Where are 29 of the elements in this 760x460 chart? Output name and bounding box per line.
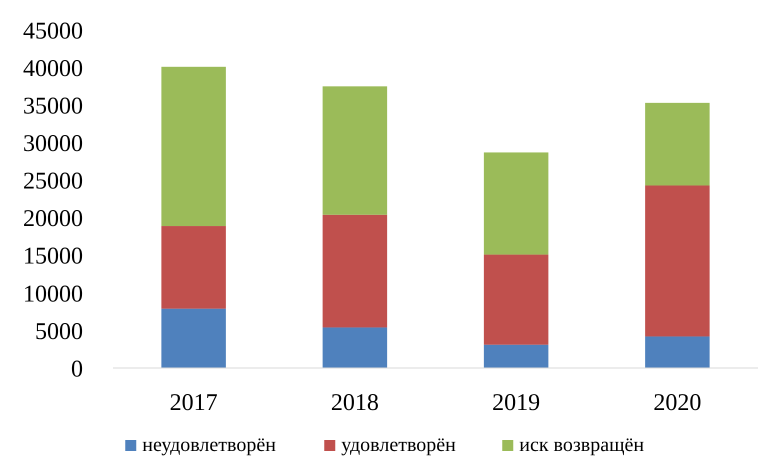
y-tick-label: 30000 — [23, 131, 83, 158]
bar — [645, 102, 710, 186]
x-tick-label: 2020 — [653, 390, 702, 416]
bar — [645, 336, 710, 368]
y-tick-label: 35000 — [23, 94, 83, 120]
y-tick-label: 0 — [71, 356, 83, 382]
x-tick-label: 2017 — [170, 390, 218, 416]
bar — [484, 152, 548, 255]
y-tick-label: 15000 — [23, 244, 83, 270]
x-tick-label: 2018 — [330, 390, 379, 416]
bar — [322, 86, 388, 215]
bar — [161, 66, 226, 226]
bar — [322, 327, 388, 368]
y-tick-label: 20000 — [23, 206, 83, 232]
bar — [161, 226, 226, 309]
legend-label: удовлетворён — [341, 434, 456, 456]
y-tick-label: 5000 — [35, 318, 83, 345]
y-tick-label: 25000 — [23, 168, 83, 195]
y-tick-label: 45000 — [23, 18, 83, 44]
bar — [322, 214, 388, 328]
x-tick-label: 2019 — [492, 390, 540, 416]
bar — [484, 344, 548, 368]
legend-label: иск возвращён — [519, 434, 644, 456]
y-tick-label: 10000 — [23, 281, 83, 308]
bar — [645, 185, 710, 336]
bar — [161, 308, 226, 368]
bar — [484, 254, 548, 345]
legend-label: неудовлетворён — [142, 434, 276, 456]
y-tick-label: 40000 — [23, 56, 83, 82]
